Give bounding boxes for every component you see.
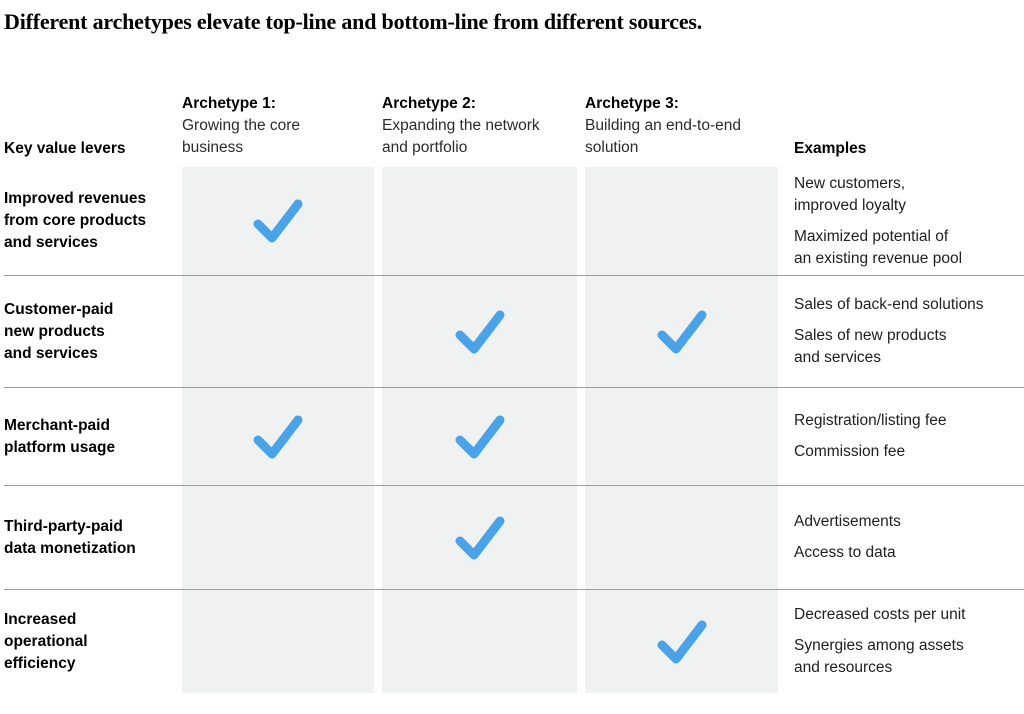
example-item: Synergies among assets and resources — [794, 637, 964, 676]
archetype-3-title: Archetype 3: — [585, 95, 679, 112]
examples-cell: Sales of back-end solutions Sales of new … — [778, 276, 1024, 387]
checkmark-icon — [455, 516, 504, 559]
archetype-cell — [577, 167, 778, 275]
archetype-cell — [180, 276, 374, 387]
checkmark-icon — [657, 310, 706, 353]
page-title: Different archetypes elevate top-line an… — [4, 9, 703, 34]
table-row: Customer-paid new products and services … — [4, 276, 1024, 388]
checkmark-icon — [455, 310, 504, 353]
example-item: New customers, improved loyalty — [794, 174, 906, 214]
archetype-cell — [577, 388, 778, 485]
archetype-cell — [374, 388, 577, 485]
example-item: Maximized potential of an existing reven… — [794, 227, 963, 267]
example-item: Decreased costs per unit — [794, 606, 966, 623]
table-row: Increased operational efficiency Decreas… — [4, 590, 1024, 693]
archetype-2-header: Archetype 2: Expanding the network and p… — [374, 93, 577, 159]
examples-cell: Registration/listing fee Commission fee — [778, 388, 1024, 485]
table-rows: Improved revenues from core products and… — [4, 167, 1024, 693]
archetype-1-subtitle: Growing the core business — [182, 117, 301, 156]
archetype-3-subtitle: Building an end-to-end solution — [585, 117, 741, 156]
lever-label: Customer-paid new products and services — [4, 300, 114, 362]
exhibit-page: Different archetypes elevate top-line an… — [4, 9, 1024, 693]
example-item: Registration/listing fee — [794, 412, 947, 429]
checkmark-icon — [657, 620, 706, 663]
lever-label: Third-party-paid data monetization — [4, 517, 136, 557]
examples-cell: Advertisements Access to data — [778, 486, 1024, 589]
archetype-cell — [577, 276, 778, 387]
table-row: Improved revenues from core products and… — [4, 167, 1024, 276]
archetype-table: Key value levers Archetype 1: Growing th… — [4, 93, 1024, 693]
archetype-1-title: Archetype 1: — [182, 95, 276, 112]
example-item: Advertisements — [794, 513, 901, 530]
lever-label: Improved revenues from core products and… — [4, 190, 147, 251]
archetype-cell — [577, 590, 778, 693]
examples-cell: New customers, improved loyalty Maximized… — [778, 167, 1024, 275]
archetype-cell — [374, 167, 577, 275]
archetype-cell — [374, 590, 577, 693]
examples-cell: Decreased costs per unit Synergies among … — [778, 590, 1024, 693]
archetype-cell — [180, 486, 374, 589]
archetype-1-header: Archetype 1: Growing the core business — [180, 93, 374, 159]
archetype-cell — [374, 276, 577, 387]
table-row: Merchant-paid platform usage Registratio… — [4, 388, 1024, 486]
archetype-cell — [180, 590, 374, 693]
checkmark-icon — [253, 199, 303, 243]
archetype-cell — [577, 486, 778, 589]
example-item: Sales of new products and services — [794, 327, 947, 366]
example-item: Access to data — [794, 544, 896, 561]
archetype-cell — [180, 388, 374, 485]
lever-label: Merchant-paid platform usage — [4, 416, 116, 456]
examples-header: Examples — [794, 140, 867, 157]
example-item: Commission fee — [794, 443, 906, 460]
lever-label: Increased operational efficiency — [4, 610, 88, 672]
table-row: Third-party-paid data monetization Adver… — [4, 486, 1024, 590]
archetype-3-header: Archetype 3: Building an end-to-end solu… — [577, 93, 778, 159]
key-value-levers-header: Key value levers — [4, 140, 126, 157]
example-item: Sales of back-end solutions — [794, 296, 984, 313]
table-header-row: Key value levers Archetype 1: Growing th… — [4, 93, 1024, 159]
archetype-cell — [374, 486, 577, 589]
archetype-2-subtitle: Expanding the network and portfolio — [382, 117, 540, 156]
checkmark-icon — [253, 415, 303, 458]
checkmark-icon — [455, 415, 504, 458]
archetype-cell — [180, 167, 374, 275]
archetype-2-title: Archetype 2: — [382, 95, 476, 112]
